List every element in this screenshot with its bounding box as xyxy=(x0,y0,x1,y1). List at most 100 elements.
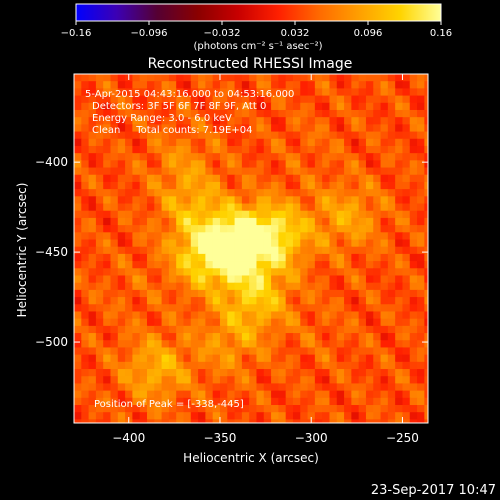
heatmap-cell xyxy=(190,189,199,197)
heatmap-cell xyxy=(424,203,428,212)
heatmap-cell xyxy=(380,412,389,421)
heatmap-cell xyxy=(227,261,236,269)
heatmap-cell xyxy=(278,138,287,147)
heatmap-cell xyxy=(336,160,345,169)
heatmap-cell xyxy=(176,325,185,334)
heatmap-cell xyxy=(176,225,185,233)
heatmap-cell xyxy=(88,217,97,226)
heatmap-cell xyxy=(117,354,126,363)
heatmap-cell xyxy=(241,261,250,269)
heatmap-cell xyxy=(424,210,428,219)
heatmap-cell xyxy=(132,88,141,97)
heatmap-cell xyxy=(278,167,287,176)
heatmap-cell xyxy=(300,138,309,147)
heatmap-cell xyxy=(314,354,323,363)
heatmap-cell xyxy=(212,275,221,284)
heatmap-cell xyxy=(198,239,206,248)
heatmap-cell xyxy=(300,81,309,89)
heatmap-cell xyxy=(154,354,163,363)
heatmap-cell xyxy=(198,232,206,241)
heatmap-cell xyxy=(278,268,287,277)
heatmap-cell xyxy=(278,189,287,197)
heatmap-cell xyxy=(300,109,309,118)
heatmap-cell xyxy=(314,189,323,197)
heatmap-cell xyxy=(322,117,331,125)
heatmap-cell xyxy=(198,347,206,356)
heatmap-cell xyxy=(154,289,163,298)
heatmap-cell xyxy=(168,174,177,183)
heatmap-cell xyxy=(380,217,389,226)
heatmap-cell xyxy=(402,225,411,233)
heatmap-cell xyxy=(256,376,265,385)
heatmap-cell xyxy=(278,311,287,320)
heatmap-cell xyxy=(395,102,404,111)
heatmap-cell xyxy=(365,412,374,421)
heatmap-cell xyxy=(249,311,258,320)
heatmap-cell xyxy=(95,369,104,377)
heatmap-cell xyxy=(168,361,177,370)
heatmap-cell xyxy=(227,189,236,197)
heatmap-cell xyxy=(409,246,418,255)
heatmap-cell xyxy=(387,282,396,291)
heatmap-cell xyxy=(402,232,411,241)
heatmap-cell xyxy=(402,174,411,183)
heatmap-cell xyxy=(198,311,206,320)
heatmap-cell xyxy=(117,109,126,118)
heatmap-cell xyxy=(212,390,221,399)
heatmap-cell xyxy=(139,81,148,89)
heatmap-cell xyxy=(88,225,97,233)
heatmap-cell xyxy=(351,390,360,399)
heatmap-cell xyxy=(285,203,294,212)
heatmap-cell xyxy=(417,354,425,363)
heatmap-cell xyxy=(117,333,126,341)
heatmap-cell xyxy=(402,88,411,97)
heatmap-cell xyxy=(358,261,367,269)
heatmap-cell xyxy=(249,347,258,356)
heatmap-cell xyxy=(168,95,177,104)
heatmap-cell xyxy=(387,88,396,97)
heatmap-cell xyxy=(300,117,309,125)
heatmap-cell xyxy=(307,232,316,241)
heatmap-cell xyxy=(81,203,90,212)
heatmap-cell xyxy=(351,196,360,205)
heatmap-cell xyxy=(285,95,294,104)
heatmap-cell xyxy=(344,239,352,248)
heatmap-cell xyxy=(146,217,155,226)
heatmap-cell xyxy=(74,297,82,305)
heatmap-cell xyxy=(95,405,104,413)
heatmap-cell xyxy=(183,311,192,320)
heatmap-cell xyxy=(365,311,374,320)
heatmap-cell xyxy=(110,304,119,313)
heatmap-cell xyxy=(278,160,287,169)
heatmap-cell xyxy=(351,304,360,313)
heatmap-cell xyxy=(74,333,82,341)
heatmap-cell xyxy=(88,109,97,118)
heatmap-cell xyxy=(190,369,199,377)
heatmap-cell xyxy=(198,88,206,97)
heatmap-cell xyxy=(292,117,301,125)
heatmap-cell xyxy=(292,95,301,104)
heatmap-cell xyxy=(205,289,214,298)
heatmap-cell xyxy=(125,325,133,334)
heatmap-cell xyxy=(154,246,163,255)
heatmap-cell xyxy=(336,246,345,255)
heatmap-cell xyxy=(161,347,170,356)
heatmap-cell xyxy=(358,102,367,111)
heatmap-cell xyxy=(344,376,352,385)
heatmap-cell xyxy=(278,333,287,341)
heatmap-cell xyxy=(417,412,425,421)
heatmap-cell xyxy=(424,81,428,89)
heatmap-cell xyxy=(176,333,185,341)
heatmap-cell xyxy=(344,95,352,104)
heatmap-cell xyxy=(373,304,382,313)
heatmap-cell xyxy=(314,311,323,320)
heatmap-cell xyxy=(424,282,428,291)
heatmap-cell xyxy=(358,189,367,197)
heatmap-cell xyxy=(424,397,428,406)
heatmap-cell xyxy=(110,81,119,89)
heatmap-cell xyxy=(132,181,141,190)
heatmap-cell xyxy=(387,109,396,118)
heatmap-cell xyxy=(278,253,287,262)
heatmap-cell xyxy=(154,102,163,111)
heatmap-cell xyxy=(212,325,221,334)
